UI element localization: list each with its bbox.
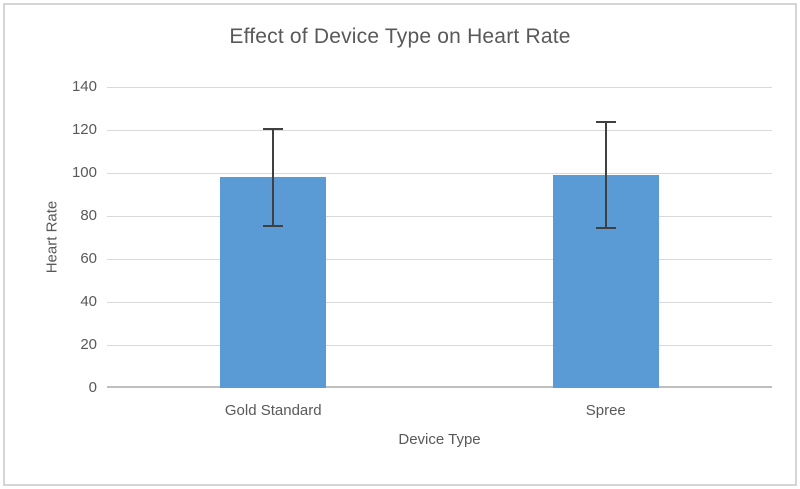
error-bar-cap bbox=[595, 121, 616, 124]
y-tick-label: 120 bbox=[71, 121, 97, 138]
gridline bbox=[107, 345, 772, 346]
error-bar-line bbox=[604, 121, 607, 229]
gridline bbox=[107, 302, 772, 303]
y-tick-label: 20 bbox=[80, 336, 97, 353]
chart-border bbox=[3, 3, 797, 486]
y-tick-label: 80 bbox=[80, 207, 97, 224]
gridline bbox=[107, 87, 772, 88]
plot-area: Gold Standard Spree bbox=[107, 87, 772, 419]
chart-title: Effect of Device Type on Heart Rate bbox=[229, 25, 571, 48]
error-bar-cap bbox=[263, 224, 284, 227]
gridline bbox=[107, 216, 772, 217]
y-tick-label: 60 bbox=[80, 250, 97, 267]
error-bar-cap bbox=[595, 226, 616, 229]
y-tick-label: 0 bbox=[88, 379, 97, 396]
gridline bbox=[107, 173, 772, 174]
x-axis-line bbox=[107, 386, 772, 388]
x-category-label: Gold Standard bbox=[224, 402, 322, 419]
x-category-label: Spree bbox=[585, 402, 626, 419]
gridline bbox=[107, 130, 772, 131]
x-axis-title: Device Type bbox=[398, 431, 481, 448]
y-tick-label: 40 bbox=[80, 293, 97, 310]
error-bar-line bbox=[272, 127, 275, 227]
gridline bbox=[107, 259, 772, 260]
y-tick-label: 140 bbox=[71, 78, 97, 95]
y-tick-label: 100 bbox=[71, 164, 97, 181]
error-bar-cap bbox=[263, 127, 284, 130]
